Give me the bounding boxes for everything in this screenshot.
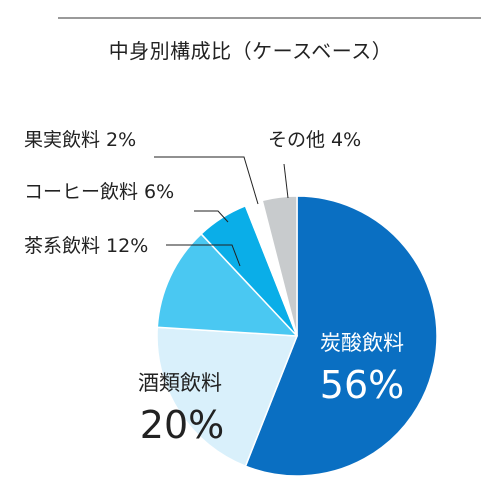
slice-5-leader-line [154, 156, 259, 205]
slice-2-value: 20% [140, 403, 224, 447]
slice-3-leader-line [166, 244, 241, 267]
slice-3-wedge [156, 233, 298, 337]
slice-1-value: 56% [320, 363, 404, 407]
slice-1-label: 炭酸飲料 [320, 331, 404, 355]
top-divider [58, 17, 481, 19]
slice-4-label: コーヒー飲料 6% [24, 181, 174, 203]
slice-5-label: 果実飲料 2% [24, 129, 136, 151]
slice-2-label: 酒類飲料 [138, 371, 222, 395]
slice-3-label: 茶系飲料 12% [24, 235, 148, 257]
slice-4-leader-line [194, 210, 229, 223]
slice-2-wedge [156, 326, 298, 467]
slice-1-wedge [244, 195, 438, 477]
chart-title: 中身別構成比（ケースベース） [108, 39, 393, 63]
slice-6-leader-line [283, 163, 289, 199]
slice-6-wedge [261, 195, 298, 337]
slice-6-label: その他 4% [268, 129, 361, 151]
